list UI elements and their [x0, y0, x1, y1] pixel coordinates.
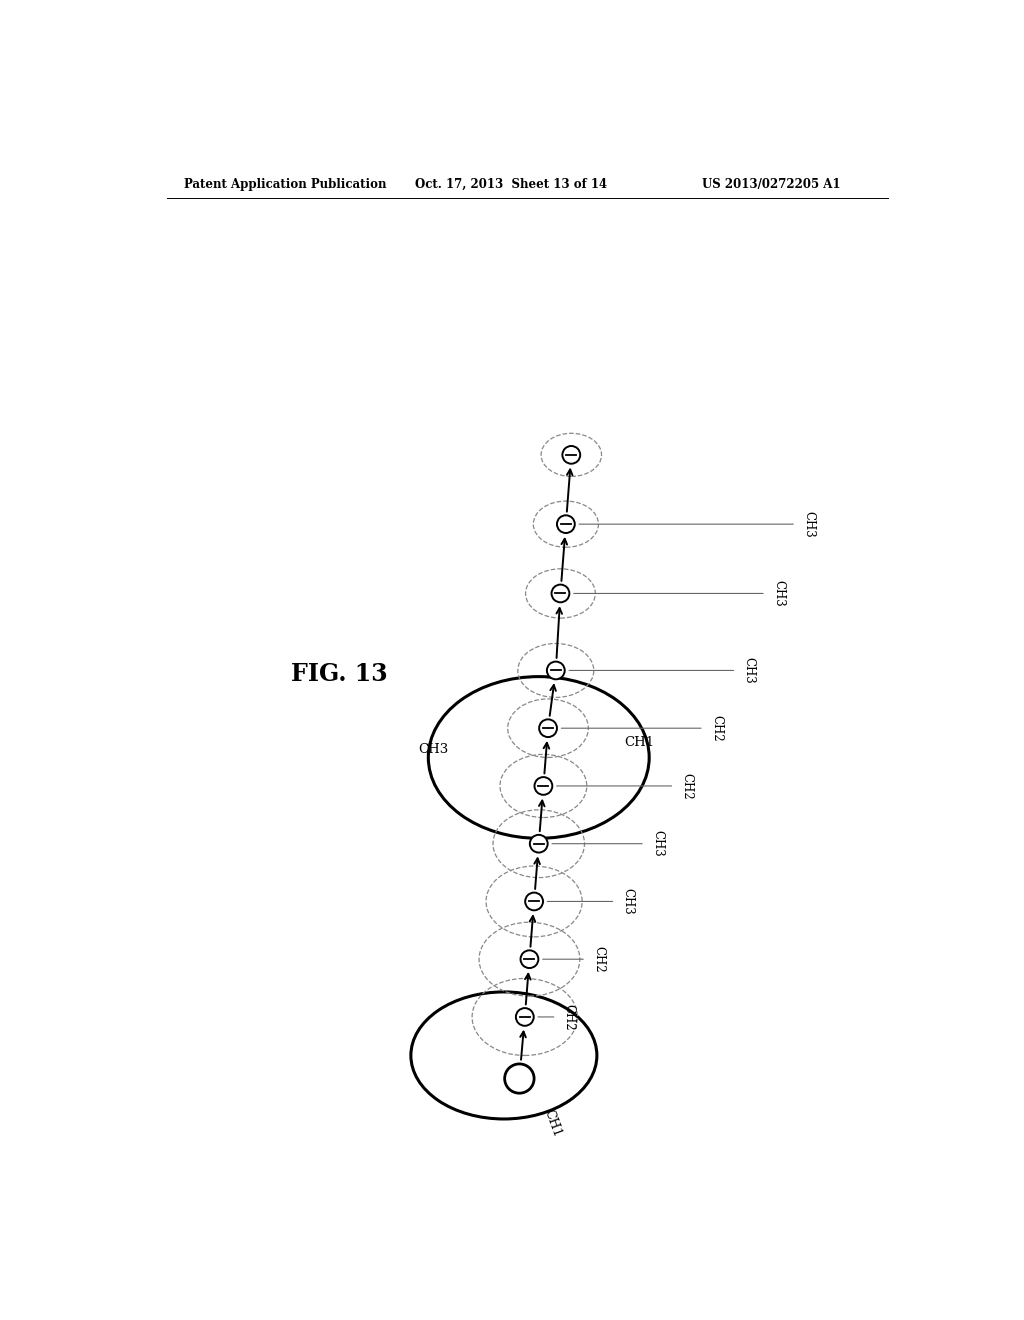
Circle shape	[505, 1064, 535, 1093]
Text: CH3: CH3	[651, 830, 665, 857]
Text: CH1: CH1	[624, 735, 654, 748]
Circle shape	[525, 892, 543, 911]
Text: CH3: CH3	[802, 511, 815, 537]
Text: CH3: CH3	[742, 657, 756, 684]
Circle shape	[529, 834, 548, 853]
Text: US 2013/0272205 A1: US 2013/0272205 A1	[701, 178, 840, 190]
Text: Oct. 17, 2013  Sheet 13 of 14: Oct. 17, 2013 Sheet 13 of 14	[415, 178, 607, 190]
Circle shape	[540, 719, 557, 737]
Circle shape	[547, 661, 564, 680]
Text: FIG. 13: FIG. 13	[291, 663, 387, 686]
Circle shape	[557, 515, 574, 533]
Circle shape	[535, 777, 552, 795]
Circle shape	[520, 950, 539, 968]
Text: CH2: CH2	[681, 772, 693, 800]
Text: CH2: CH2	[710, 715, 723, 742]
Text: CH3: CH3	[772, 579, 785, 607]
Text: CH3: CH3	[622, 888, 635, 915]
Text: CH1: CH1	[541, 1107, 563, 1139]
Circle shape	[562, 446, 581, 463]
Text: Patent Application Publication: Patent Application Publication	[183, 178, 386, 190]
Text: CH2: CH2	[563, 1003, 575, 1031]
Text: CH2: CH2	[592, 946, 605, 973]
Text: CH3: CH3	[419, 743, 449, 756]
Circle shape	[552, 585, 569, 602]
Circle shape	[516, 1008, 534, 1026]
